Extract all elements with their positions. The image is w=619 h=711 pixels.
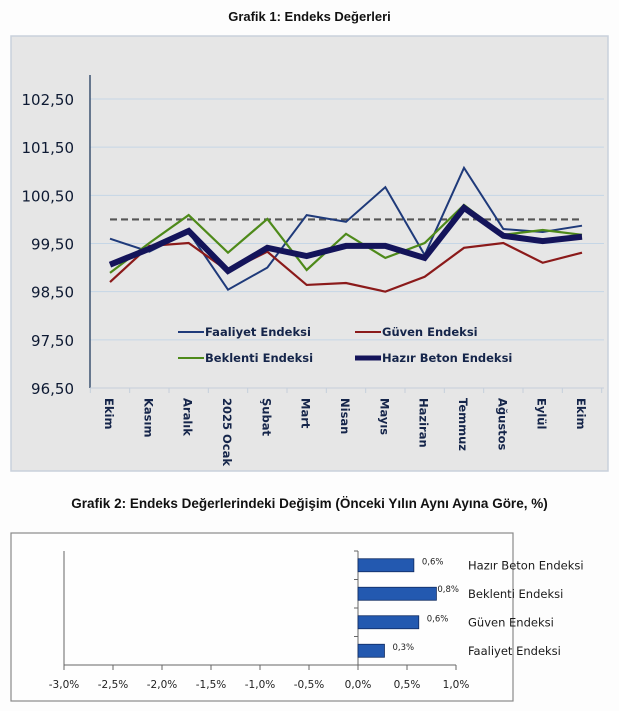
legend-item: Hazır Beton Endeksi xyxy=(355,351,512,365)
x-tick-label: Aralık xyxy=(181,398,195,436)
x-tick-label: -3,0% xyxy=(49,679,79,691)
x-tick-label: Nisan xyxy=(338,398,352,434)
chart2-frame xyxy=(10,532,514,702)
x-tick-label: -1,5% xyxy=(196,679,226,691)
x-tick-label: Temmuz xyxy=(456,398,470,451)
series-güven-endeksi xyxy=(109,241,583,293)
bar xyxy=(357,558,415,573)
bar-data-label: 0,3% xyxy=(392,643,414,653)
x-tick-label: Ekim xyxy=(574,398,588,429)
legend-item: Beklenti Endeksi xyxy=(178,351,313,365)
chart2-title: Grafik 2: Endeks Değerlerindeki Değişim … xyxy=(71,496,548,511)
bar-group: 0,6% Güven Endeksi xyxy=(357,614,554,630)
bar-category-label: Güven Endeksi xyxy=(468,615,554,629)
y-tick-label: 99,50 xyxy=(31,236,74,254)
legend-label: Hazır Beton Endeksi xyxy=(382,351,512,365)
y-tick-label: 102,50 xyxy=(22,91,75,109)
bar xyxy=(357,586,437,601)
bar-data-label: 0,6% xyxy=(427,614,449,624)
x-tick-label: 2025 Ocak xyxy=(220,398,234,466)
bar-group: 0,3% Faaliyet Endeksi xyxy=(357,643,561,658)
chart1-title: Grafik 1: Endeks Değerleri xyxy=(228,9,391,24)
x-tick-label: Şubat xyxy=(259,398,273,436)
chart1-line-chart: 102,50 101,50 100,50 99,50 98,50 97,50 96,50 E… xyxy=(10,35,609,472)
bar-data-label: 0,6% xyxy=(422,557,444,567)
x-tick-label: -2,0% xyxy=(147,679,177,691)
y-tick-label: 97,50 xyxy=(31,332,74,350)
legend-label: Güven Endeksi xyxy=(382,325,478,339)
bar-category-label: Beklenti Endeksi xyxy=(468,587,563,601)
bar xyxy=(357,643,385,658)
y-tick-label: 101,50 xyxy=(22,139,75,157)
x-tick-label: 0,0% xyxy=(345,679,372,691)
legend-item: Güven Endeksi xyxy=(355,325,478,339)
bar-group: 0,8% Beklenti Endeksi xyxy=(357,585,563,601)
bar xyxy=(357,615,420,630)
x-tick-label: Eylül xyxy=(535,398,549,429)
y-tick-label: 100,50 xyxy=(22,187,75,205)
y-tick-label: 96,50 xyxy=(31,380,74,398)
series-hazır-beton-endeksi xyxy=(108,203,583,275)
x-tick-label: Ağustos xyxy=(495,398,509,451)
x-tick-label: Ekim xyxy=(102,398,116,429)
bar-category-label: Faaliyet Endeksi xyxy=(468,644,561,658)
bar-category-label: Hazır Beton Endeksi xyxy=(468,558,584,572)
x-tick-label: 0,5% xyxy=(394,679,421,691)
x-tick-label: -2,5% xyxy=(98,679,128,691)
x-tick-label: Kasım xyxy=(141,398,155,437)
bar-data-label: 0,8% xyxy=(437,585,459,595)
bar-group: 0,6% Hazır Beton Endeksi xyxy=(357,557,584,573)
legend-label: Faaliyet Endeksi xyxy=(205,325,311,339)
x-tick-label: -1,0% xyxy=(245,679,275,691)
x-tick-label: -0,5% xyxy=(294,679,324,691)
x-tick-label: Haziran xyxy=(417,398,431,448)
legend-label: Beklenti Endeksi xyxy=(205,351,313,365)
x-tick-label: 1,0% xyxy=(443,679,470,691)
y-tick-label: 98,50 xyxy=(31,284,74,302)
legend-item: Faaliyet Endeksi xyxy=(178,325,311,339)
x-tick-label: Mart xyxy=(299,398,313,429)
x-tick-label: Mayıs xyxy=(377,398,391,435)
